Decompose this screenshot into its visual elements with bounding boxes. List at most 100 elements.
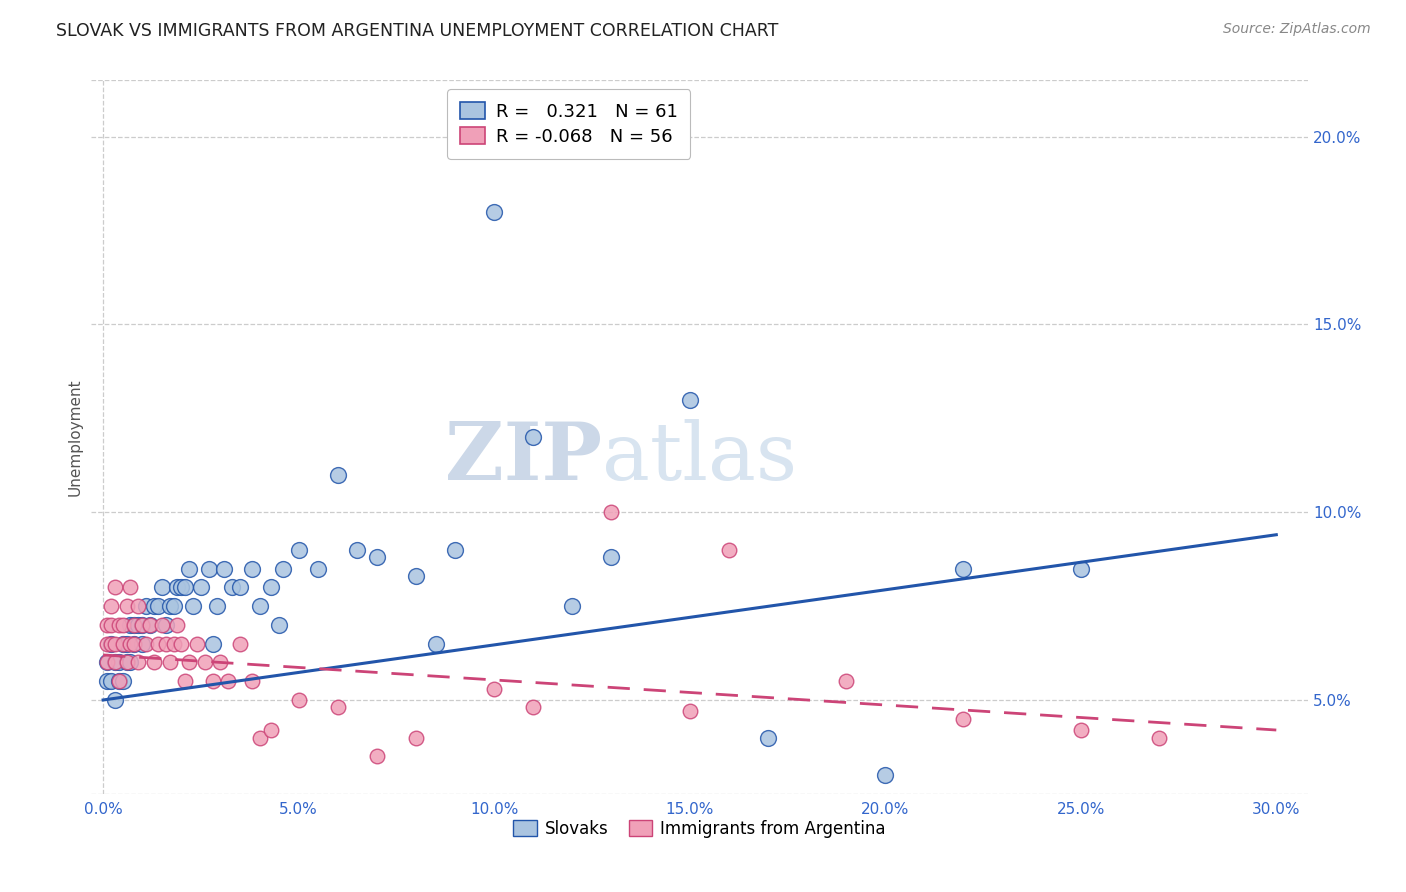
Point [179,561,201,575]
Point [214,561,236,575]
Point [100,674,122,689]
Point [159,656,181,670]
Point [131,637,153,651]
Point [166,580,188,594]
Point [561,599,583,613]
Point [271,561,294,575]
Point [162,599,184,613]
Point [107,674,129,689]
Point [100,618,122,632]
Point [127,618,149,632]
Text: ZIP: ZIP [446,419,602,498]
Point [162,637,184,651]
Point [115,599,138,613]
Point [124,637,146,651]
Point [120,618,142,632]
Point [229,580,252,594]
Point [124,637,146,651]
Point [366,749,388,764]
Point [104,580,127,594]
Point [600,505,623,519]
Point [174,580,197,594]
Point [1070,561,1092,575]
Point [197,561,219,575]
Y-axis label: Unemployment: Unemployment [67,378,83,496]
Point [269,618,291,632]
Point [155,618,177,632]
Point [120,580,142,594]
Point [240,674,263,689]
Point [135,637,157,651]
Point [104,637,127,651]
Point [201,674,224,689]
Point [346,542,368,557]
Point [100,637,122,651]
Point [100,599,122,613]
Point [482,681,505,696]
Point [96,637,118,651]
Point [120,637,142,651]
Point [124,618,146,632]
Point [756,731,779,745]
Point [875,768,897,782]
Point [96,656,118,670]
Point [146,599,169,613]
Point [405,731,427,745]
Point [111,637,134,651]
Point [115,656,138,670]
Point [249,731,271,745]
Point [159,599,181,613]
Point [366,550,388,565]
Point [952,712,974,726]
Point [249,599,271,613]
Point [205,599,228,613]
Point [260,723,283,737]
Point [150,580,173,594]
Point [104,693,127,707]
Point [139,618,162,632]
Point [221,580,243,594]
Point [240,561,263,575]
Point [170,580,193,594]
Point [139,618,162,632]
Point [405,569,427,583]
Point [287,693,309,707]
Point [155,637,177,651]
Point [107,618,129,632]
Point [100,637,122,651]
Point [287,542,309,557]
Point [135,599,157,613]
Point [107,674,129,689]
Point [143,599,166,613]
Point [111,637,134,651]
Point [425,637,447,651]
Point [143,656,166,670]
Point [124,618,146,632]
Point [96,656,118,670]
Point [170,637,193,651]
Point [1147,731,1170,745]
Point [179,656,201,670]
Point [194,656,217,670]
Point [131,618,153,632]
Point [111,618,134,632]
Point [104,656,127,670]
Point [835,674,858,689]
Point [174,674,197,689]
Point [107,656,129,670]
Point [96,618,118,632]
Point [186,637,208,651]
Point [679,392,702,407]
Point [952,561,974,575]
Point [115,637,138,651]
Point [131,618,153,632]
Point [260,580,283,594]
Point [150,618,173,632]
Point [600,550,623,565]
Point [679,704,702,718]
Point [166,618,188,632]
Point [127,656,149,670]
Point [96,674,118,689]
Point [717,542,740,557]
Text: SLOVAK VS IMMIGRANTS FROM ARGENTINA UNEMPLOYMENT CORRELATION CHART: SLOVAK VS IMMIGRANTS FROM ARGENTINA UNEM… [56,22,779,40]
